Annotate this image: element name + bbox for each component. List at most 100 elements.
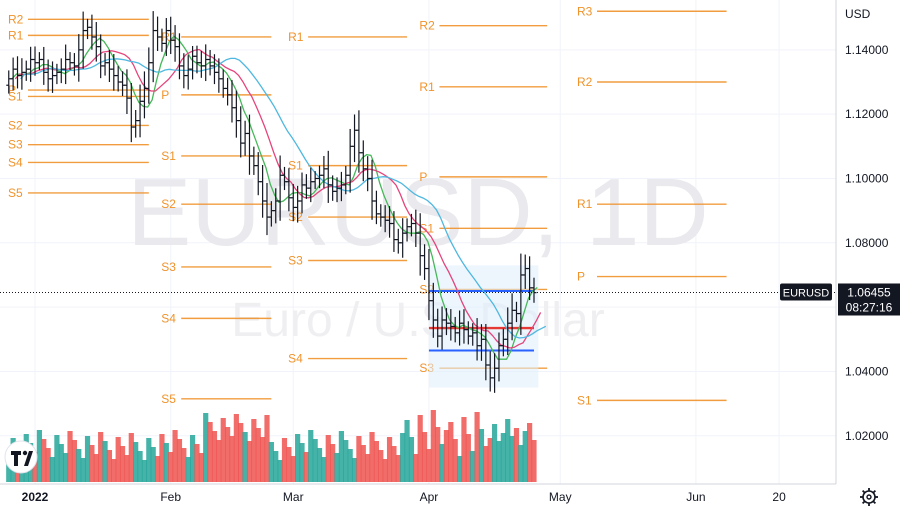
pivot-label: S2 <box>288 210 303 224</box>
volume-bar <box>67 431 73 482</box>
pivot-label: S3 <box>161 260 176 274</box>
volume-bar <box>54 435 60 482</box>
tradingview-logo[interactable] <box>4 440 38 474</box>
volume-bar <box>41 439 47 482</box>
pivot-label: P <box>577 270 585 284</box>
symbol-tag: EURUSD <box>780 283 832 301</box>
volume-bar <box>242 432 248 482</box>
volume-bar <box>106 450 113 482</box>
volume-bar <box>58 444 64 482</box>
volume-bar <box>513 428 520 482</box>
price-tag-value: 1.06455 <box>847 285 891 299</box>
pivot-label: R1 <box>419 80 435 94</box>
price-axis[interactable]: USD 1.140001.120001.100001.080001.060001… <box>835 0 900 484</box>
volume-bar <box>84 436 91 482</box>
volume-bar <box>413 454 419 482</box>
volume-bar <box>119 446 126 482</box>
pivot-label: S4 <box>8 155 23 169</box>
pivot-label: P <box>419 170 427 184</box>
watermark-title: EURUSD, 1D <box>127 159 708 266</box>
volume-bar <box>487 438 493 482</box>
volume-bar <box>312 439 318 482</box>
volume-bar <box>456 456 463 482</box>
pivot-label: S2 <box>161 197 176 211</box>
pivot-label: S1 <box>577 393 592 407</box>
volume-bar <box>426 449 432 482</box>
pivot-label: P <box>161 88 169 102</box>
volume-bar <box>172 430 178 482</box>
watermark-subtitle: Euro / U.S. Dollar <box>231 294 604 347</box>
volume-bar <box>189 435 196 482</box>
volume-profile <box>428 265 539 388</box>
volume-bar <box>6 460 12 482</box>
volume-bar <box>478 429 485 482</box>
price-bars <box>6 11 537 393</box>
y-tick-label: 1.10000 <box>845 171 889 185</box>
volume-bar <box>124 455 130 482</box>
volume-bar <box>316 448 323 482</box>
volume-bar <box>251 419 257 482</box>
volume-bar <box>211 431 218 482</box>
pivot-label: S1 <box>288 159 303 173</box>
volume-bar <box>461 417 467 482</box>
volume-bar <box>260 437 266 482</box>
volume-bar <box>522 431 528 482</box>
volume-bar <box>299 443 305 482</box>
volume-bar <box>181 448 187 482</box>
volume-bar <box>71 440 78 482</box>
volume-bar <box>351 458 358 482</box>
volume-bar <box>395 455 401 482</box>
volume-bar <box>150 447 156 482</box>
volume-bar <box>386 437 393 482</box>
volume-bar <box>89 445 95 482</box>
volume-bar <box>32 452 38 482</box>
volume-bar <box>452 439 458 482</box>
pivot-label: R3 <box>577 4 593 18</box>
y-tick-label: 1.14000 <box>845 43 889 57</box>
volume-bar <box>483 446 489 482</box>
pivot-label: S1 <box>161 149 176 163</box>
volume-bar <box>439 444 445 482</box>
volume-bar <box>347 449 353 482</box>
mid-ma-line <box>14 48 542 349</box>
pivot-label: S5 <box>8 186 23 200</box>
volume-bar <box>430 410 436 482</box>
volume-bar <box>45 448 51 482</box>
pivot-label: R1 <box>577 197 593 211</box>
volume-bar <box>229 436 235 482</box>
gear-icon[interactable] <box>860 488 878 506</box>
volume-bar <box>474 412 480 482</box>
volume-bar <box>133 442 139 482</box>
pivot-label: R1 <box>288 30 304 44</box>
volume-bar <box>369 432 375 482</box>
volume-bar <box>168 452 174 482</box>
volume-bar <box>238 423 244 482</box>
time-axis[interactable]: 2022 Feb Mar Apr May Jun 20 <box>0 483 836 504</box>
volume-bar <box>356 436 362 482</box>
watermark: EURUSD, 1D Euro / U.S. Dollar <box>127 159 708 347</box>
volume-bar <box>408 437 415 482</box>
pivot-label: S3 <box>288 253 303 267</box>
volume-bar <box>518 445 524 482</box>
pivot-label: R2 <box>419 19 435 33</box>
volume-bar <box>334 453 340 482</box>
volume-bar <box>527 423 533 482</box>
volume-bar <box>286 447 292 482</box>
volume-bar <box>443 430 450 482</box>
pivot-label: P <box>8 83 16 97</box>
y-tick-label: 1.08000 <box>845 236 889 250</box>
volume-bar <box>303 452 309 482</box>
volume-bar <box>277 460 283 482</box>
volume-bar <box>448 422 454 482</box>
pivot-label: S1 <box>8 89 23 103</box>
volume-bar <box>141 460 148 482</box>
pivot-label: R1 <box>8 28 24 42</box>
currency-label: USD <box>845 7 871 21</box>
volume-bar <box>255 428 261 482</box>
volume-bar <box>373 441 380 482</box>
volume-bar <box>491 424 498 482</box>
volume-bar <box>80 458 86 482</box>
volume-bar <box>531 440 537 482</box>
volume-bar <box>509 436 515 482</box>
